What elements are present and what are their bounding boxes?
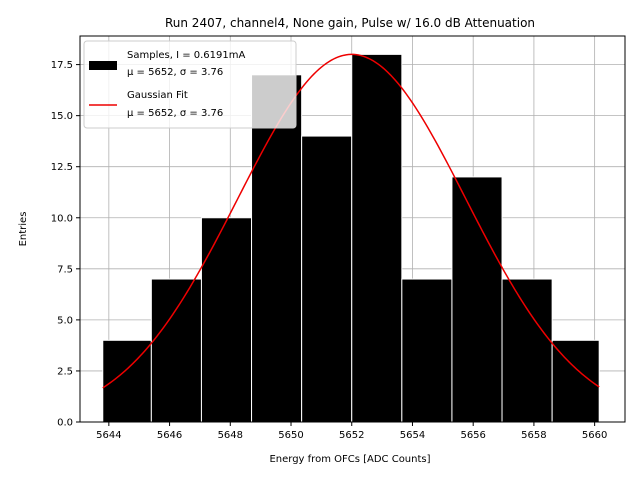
legend-samples-label: Samples, I = 0.6191mA [127,50,245,61]
y-tick-label: 12.5 [51,162,73,173]
legend: Samples, I = 0.6191mA μ = 5652, σ = 3.76… [83,40,297,129]
y-tick-label: 10.0 [51,213,73,224]
plot-area-frame [79,35,626,423]
x-tick-label: 5658 [521,430,546,441]
legend-fit-label: Gaussian Fit [127,90,188,101]
x-tick-label: 5644 [96,430,121,441]
x-tick-label: 5652 [339,430,364,441]
x-tick-label: 5648 [218,430,243,441]
histogram-bar [102,339,152,423]
histogram-bar [501,278,553,423]
legend-fit-stats: μ = 5652, σ = 3.76 [127,108,223,119]
y-tick-label: 0.0 [57,418,73,429]
y-tick-label: 15.0 [51,111,73,122]
legend-samples-swatch [89,61,117,70]
legend-box [83,40,297,129]
x-tick-label: 5660 [582,430,607,441]
x-tick-label: 5646 [157,430,182,441]
histogram-bar [451,176,503,423]
x-tick-label: 5654 [400,430,425,441]
histogram-bars [102,53,600,423]
histogram-bar [401,278,453,423]
y-tick-label: 2.5 [57,366,73,377]
y-axis-label: Entries [18,212,29,247]
chart-title: Run 2407, channel4, None gain, Pulse w/ … [165,16,535,30]
histogram-bar [301,135,353,423]
x-axis-label: Energy from OFCs [ADC Counts] [269,454,430,465]
x-tick-label: 5656 [460,430,485,441]
histogram-bar [351,53,403,423]
gaussian-fit-layer [102,53,600,389]
y-tick-label: 17.5 [51,60,73,71]
axis-ticks: 5644 5646 5648 5650 5652 5654 5656 5658 5660 0.0 2… [51,60,608,441]
legend-samples-stats: μ = 5652, σ = 3.76 [127,67,223,78]
y-tick-label: 7.5 [57,264,73,275]
histogram-bar [200,217,253,423]
gaussian-fit-curve [102,53,600,389]
histogram-bar [150,278,202,423]
y-tick-label: 5.0 [57,315,73,326]
x-tick-label: 5650 [278,430,303,441]
